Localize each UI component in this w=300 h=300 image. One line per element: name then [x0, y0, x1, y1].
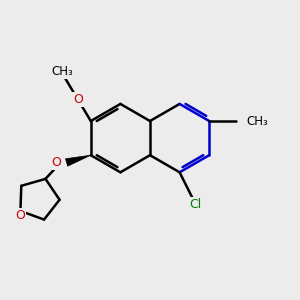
- Text: O: O: [51, 156, 61, 169]
- Text: O: O: [73, 93, 83, 106]
- Text: O: O: [16, 209, 26, 222]
- Polygon shape: [65, 155, 91, 166]
- Text: CH₃: CH₃: [51, 65, 73, 78]
- Text: CH₃: CH₃: [246, 115, 268, 128]
- Text: Cl: Cl: [190, 198, 202, 211]
